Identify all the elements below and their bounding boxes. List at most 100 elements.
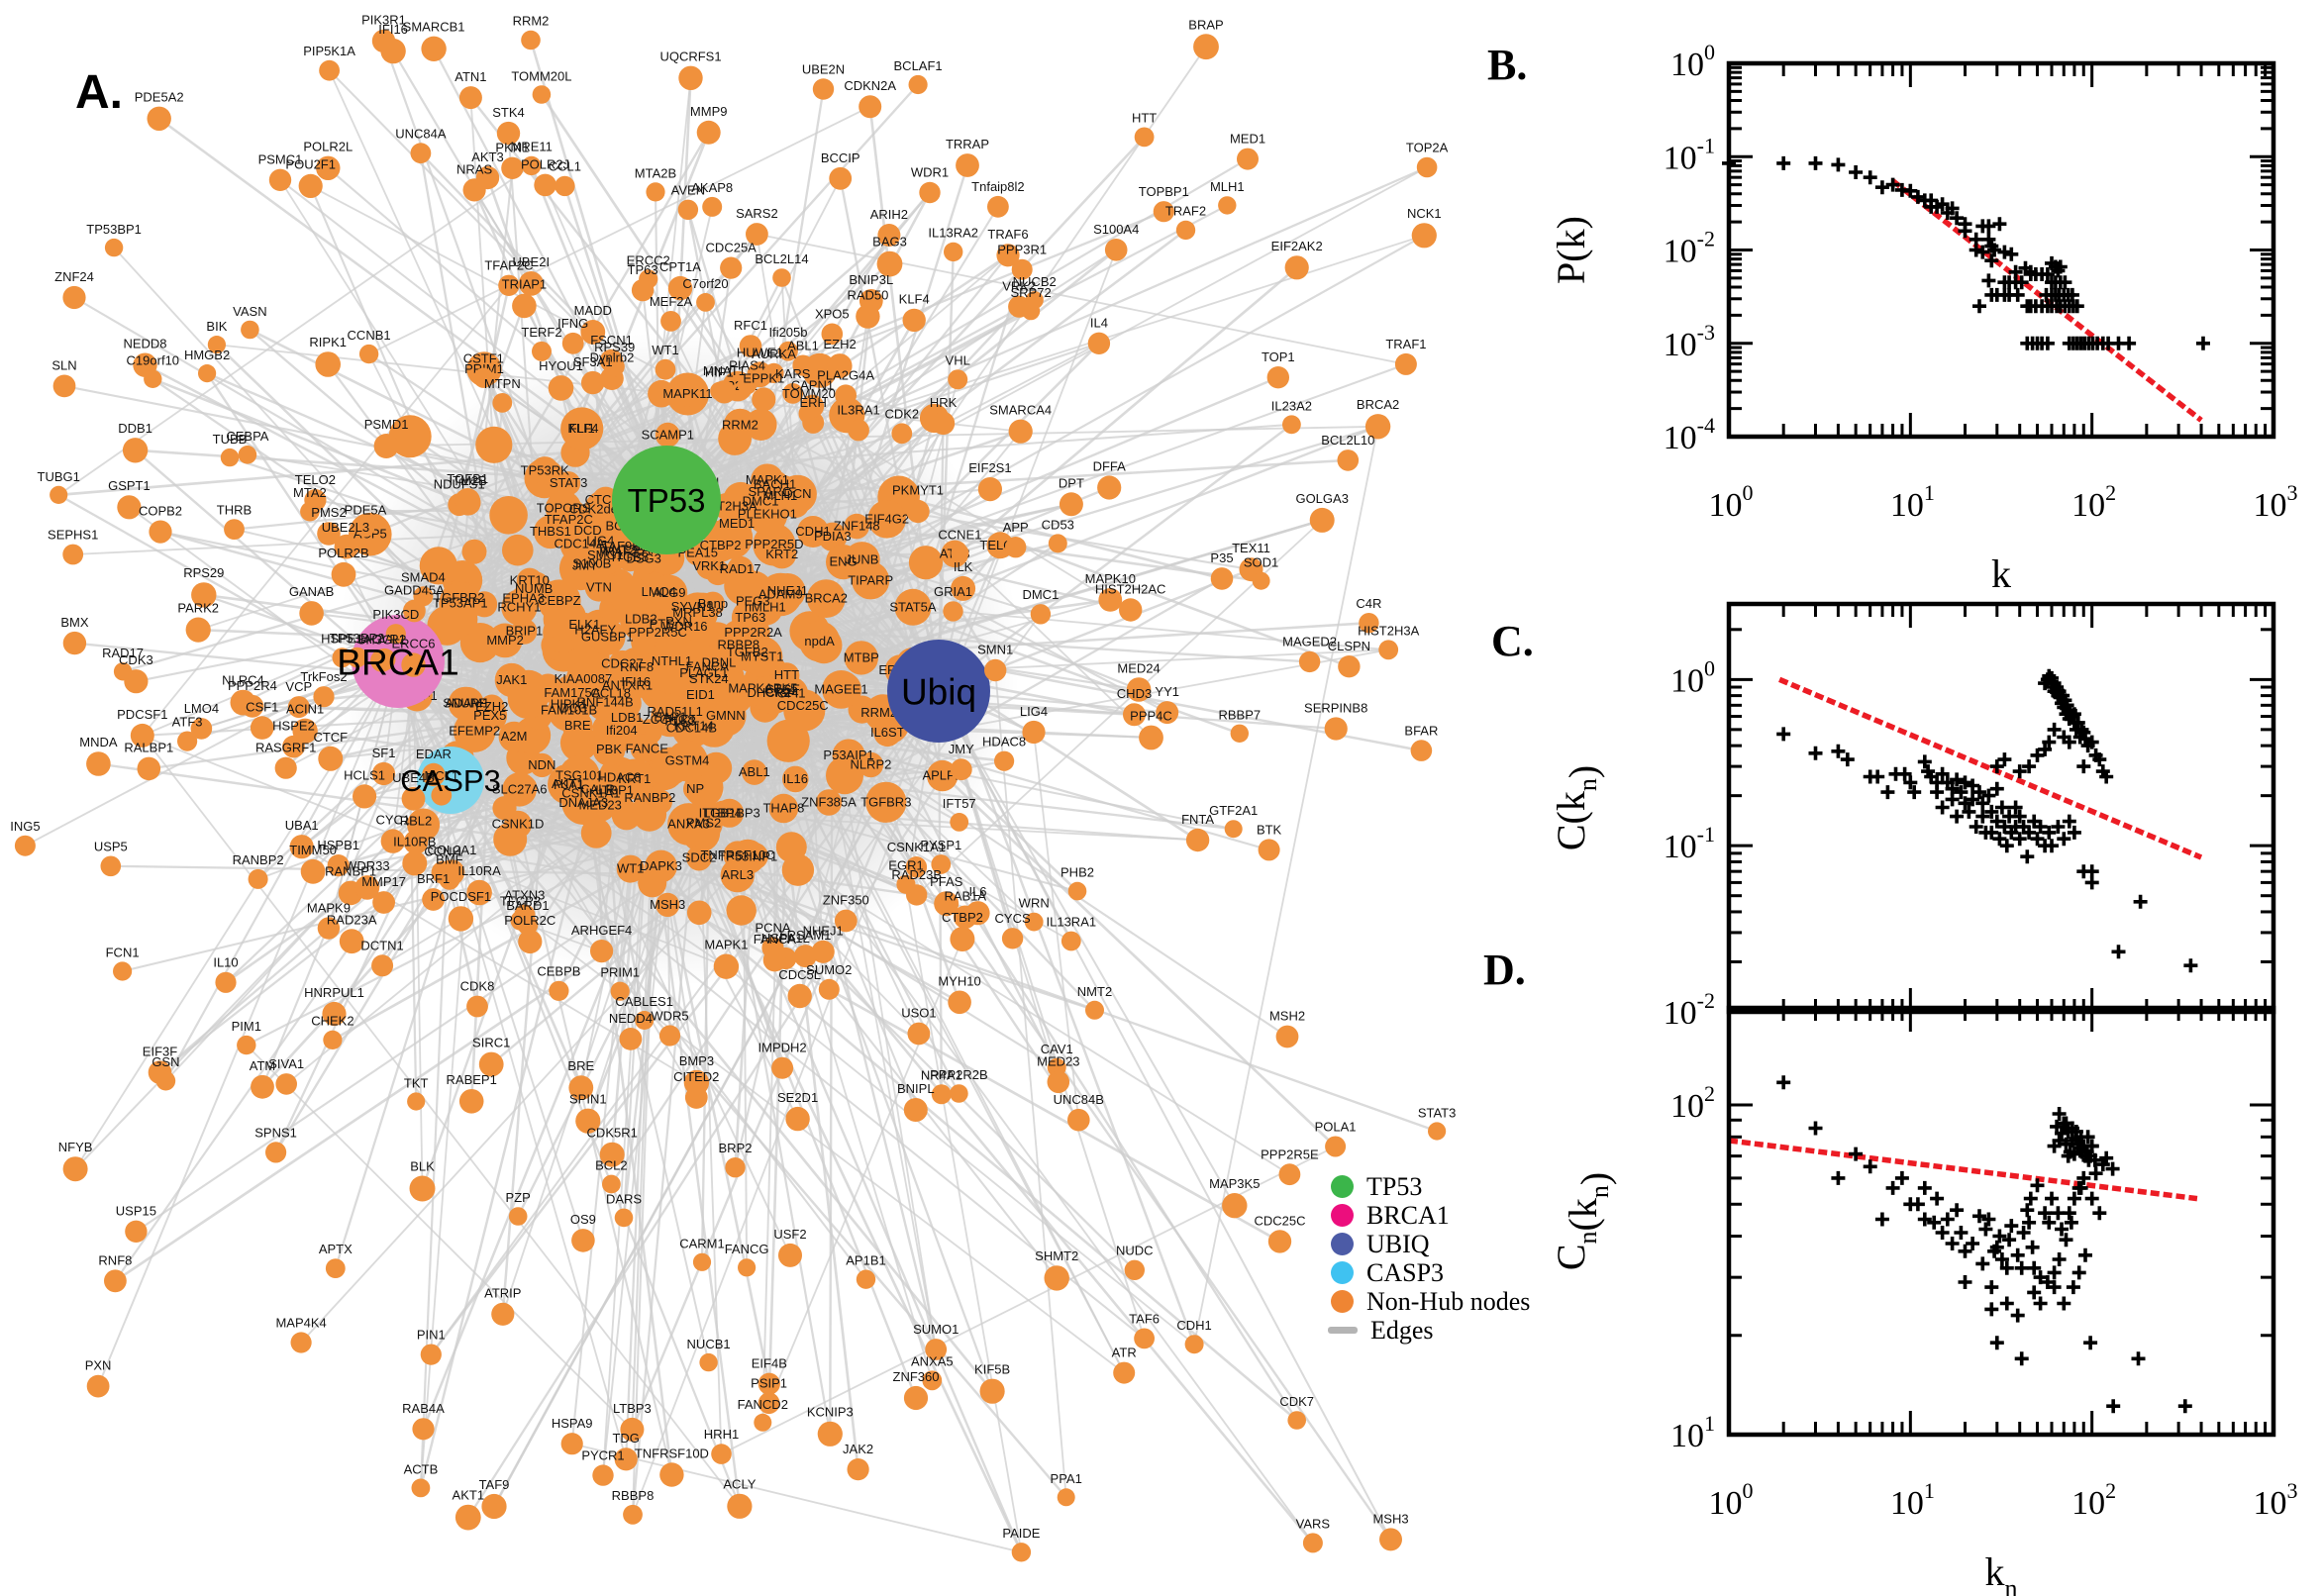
legend-item-nonhub: Non-Hub nodes — [1331, 1287, 1530, 1316]
svg-text:SIVA1: SIVA1 — [268, 1056, 304, 1071]
svg-text:TRIAP1: TRIAP1 — [502, 277, 548, 292]
svg-text:CDC5L: CDC5L — [778, 967, 821, 982]
svg-text:DSG3: DSG3 — [626, 551, 660, 566]
svg-text:BCL2L10: BCL2L10 — [1321, 433, 1374, 448]
svg-text:ACTB: ACTB — [404, 1462, 439, 1477]
svg-text:MYH10: MYH10 — [938, 974, 980, 989]
svg-text:HRH1: HRH1 — [704, 1427, 739, 1442]
svg-text:ZNF24: ZNF24 — [54, 269, 94, 284]
svg-text:MAGED2: MAGED2 — [1282, 635, 1337, 649]
svg-text:DARS: DARS — [606, 1192, 642, 1207]
svg-text:UBE2L3: UBE2L3 — [322, 520, 369, 535]
svg-text:MRPL38: MRPL38 — [672, 605, 723, 620]
svg-text:STAT3: STAT3 — [550, 475, 588, 490]
svg-text:EZH2: EZH2 — [475, 699, 508, 714]
svg-text:VRK2: VRK2 — [1002, 279, 1036, 294]
svg-text:ACVR1: ACVR1 — [363, 632, 406, 647]
svg-text:RRM2: RRM2 — [722, 417, 758, 432]
svg-text:CDC25C: CDC25C — [1254, 1213, 1305, 1228]
svg-text:ZNF350: ZNF350 — [823, 893, 869, 908]
tick-label: 10-2 — [1664, 988, 1715, 1024]
svg-text:PPP2R5D: PPP2R5D — [745, 537, 803, 551]
svg-text:NHEJ1: NHEJ1 — [803, 924, 844, 939]
svg-text:JAK1: JAK1 — [496, 672, 527, 687]
svg-text:UBE4B: UBE4B — [392, 770, 435, 785]
svg-text:JAK2: JAK2 — [843, 1442, 873, 1456]
svg-text:MED23: MED23 — [1037, 1053, 1079, 1068]
svg-text:ABL1: ABL1 — [787, 339, 819, 353]
svg-text:BIK: BIK — [206, 319, 227, 334]
svg-text:RNF8: RNF8 — [620, 659, 654, 674]
legend-label-tp53: TP53 — [1366, 1171, 1423, 1201]
svg-text:WT1: WT1 — [617, 861, 644, 876]
svg-text:SARS2: SARS2 — [736, 206, 778, 221]
svg-text:ANXA3: ANXA3 — [667, 817, 710, 832]
svg-text:IFI16: IFI16 — [378, 22, 408, 37]
plot-d: 100 101 102 103 102 101 Cn(kn) kn — [1549, 1005, 2298, 1596]
svg-text:MEF2A: MEF2A — [650, 294, 693, 309]
svg-text:RAD51L1: RAD51L1 — [648, 704, 703, 719]
svg-text:PMS2: PMS2 — [686, 816, 721, 831]
scatter-points — [1776, 668, 2198, 973]
network-legend: TP53 BRCA1 UBIQ CASP3 Non-Hub nodes Edge… — [1328, 1171, 1530, 1345]
svg-text:AVEN: AVEN — [671, 183, 705, 198]
svg-text:DBNL: DBNL — [702, 654, 737, 669]
svg-text:MMP9: MMP9 — [690, 104, 728, 119]
svg-text:DCN: DCN — [783, 486, 811, 501]
svg-text:SF3A1: SF3A1 — [573, 354, 613, 369]
svg-text:HIST2H2AC: HIST2H2AC — [1095, 581, 1166, 596]
svg-text:SMARCB1: SMARCB1 — [403, 20, 465, 35]
svg-text:TIPARP: TIPARP — [848, 572, 893, 587]
svg-text:POCDSF1: POCDSF1 — [431, 889, 491, 904]
svg-text:NDN: NDN — [528, 757, 556, 772]
svg-text:TGFB1: TGFB1 — [447, 471, 488, 486]
svg-text:HIP1: HIP1 — [705, 365, 734, 380]
outer-nodes — [14, 29, 1447, 1562]
svg-text:KLF4: KLF4 — [567, 421, 598, 436]
svg-text:YY1: YY1 — [1155, 684, 1179, 699]
svg-text:CITED2: CITED2 — [673, 1069, 719, 1084]
svg-text:SPARC: SPARC — [748, 484, 791, 499]
svg-text:MAP4K4: MAP4K4 — [275, 1316, 326, 1331]
svg-text:CDC14B: CDC14B — [666, 721, 717, 736]
svg-text:NHEJ1: NHEJ1 — [767, 583, 808, 598]
tick-label: 102 — [2071, 1478, 2116, 1522]
svg-text:CSNK1D: CSNK1D — [492, 817, 545, 832]
svg-text:MAPK1: MAPK1 — [746, 472, 789, 487]
svg-text:RBBP7: RBBP7 — [1218, 708, 1261, 723]
svg-text:CDC25C: CDC25C — [777, 698, 829, 713]
svg-text:CTGF: CTGF — [764, 681, 799, 696]
svg-text:CDKN2A: CDKN2A — [844, 78, 896, 93]
svg-text:FNTA: FNTA — [1181, 812, 1214, 827]
svg-text:NUCB2: NUCB2 — [1013, 274, 1057, 289]
svg-text:TP63: TP63 — [735, 610, 765, 625]
svg-text:CCL1: CCL1 — [549, 159, 581, 174]
svg-text:GSN: GSN — [152, 1054, 179, 1069]
svg-text:IFI16: IFI16 — [621, 674, 651, 689]
hub-label-ubiq: Ubiq — [901, 671, 976, 712]
svg-text:Banp: Banp — [698, 596, 728, 611]
svg-text:WRN: WRN — [1019, 896, 1050, 911]
svg-text:IL10RB: IL10RB — [393, 835, 436, 849]
svg-text:PPP4C: PPP4C — [1130, 709, 1172, 724]
svg-text:BCLAF1: BCLAF1 — [894, 58, 943, 73]
svg-text:HYOU1: HYOU1 — [539, 358, 583, 373]
svg-text:FANCD2: FANCD2 — [738, 1397, 788, 1412]
svg-text:STK24: STK24 — [689, 671, 729, 686]
svg-text:CLSPN: CLSPN — [1328, 639, 1370, 653]
svg-text:SOD1: SOD1 — [1244, 555, 1278, 570]
svg-text:TERF2: TERF2 — [521, 325, 561, 340]
svg-text:RFC1: RFC1 — [734, 318, 767, 333]
svg-text:TP63: TP63 — [628, 262, 658, 277]
svg-text:ZNF148: ZNF148 — [834, 519, 880, 534]
tick-label: 100 — [1709, 1478, 1754, 1522]
svg-text:CAPN1: CAPN1 — [791, 378, 834, 393]
svg-text:RASGRF1: RASGRF1 — [255, 741, 316, 755]
svg-text:MMP2: MMP2 — [486, 633, 524, 648]
svg-text:EIF4G2: EIF4G2 — [864, 511, 909, 526]
svg-text:SNURF: SNURF — [443, 696, 487, 711]
svg-text:CR2: CR2 — [765, 684, 791, 699]
svg-text:RPS39: RPS39 — [594, 340, 635, 354]
svg-text:NMT2: NMT2 — [1077, 984, 1112, 999]
svg-text:TELO2: TELO2 — [295, 472, 336, 487]
